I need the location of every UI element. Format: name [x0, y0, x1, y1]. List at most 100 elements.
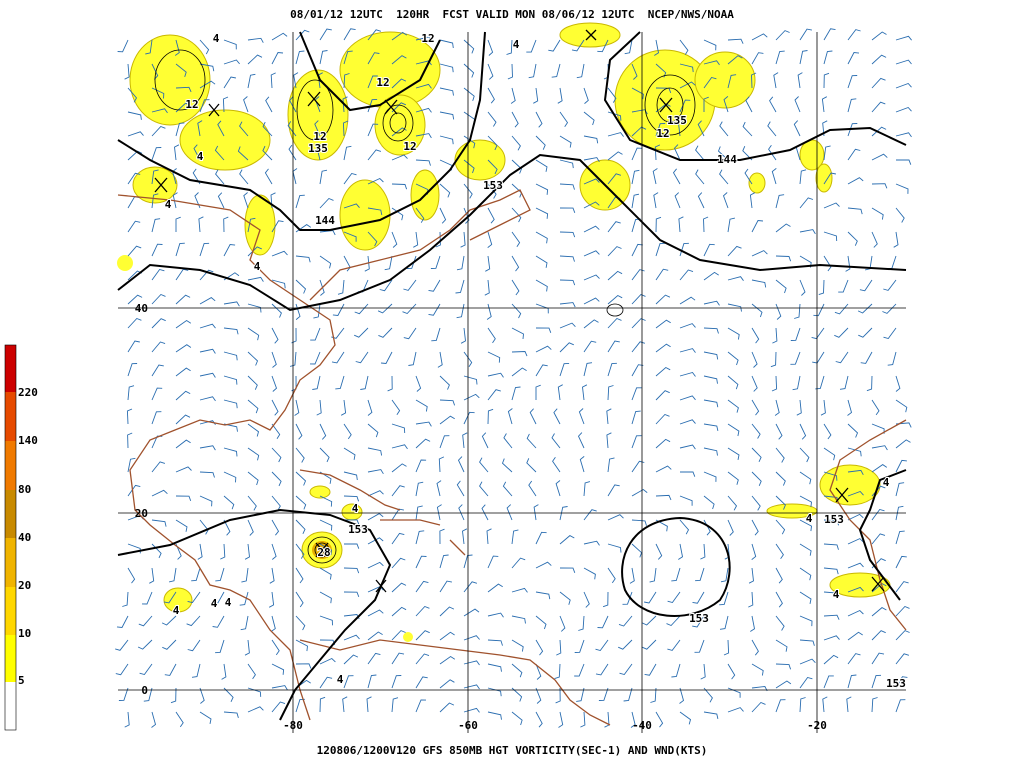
wind-barb — [871, 558, 886, 569]
colorbar-segment — [5, 682, 16, 730]
wind-barb — [775, 663, 792, 670]
wind-barb — [847, 207, 863, 215]
wind-barb — [141, 591, 153, 605]
wind-barb — [481, 504, 489, 521]
wind-barb — [533, 504, 539, 521]
wind-barb — [319, 197, 334, 209]
vorticity-contour — [389, 112, 407, 134]
wind-barb — [340, 399, 347, 416]
wind-barb — [239, 121, 249, 137]
wind-barb — [343, 203, 360, 209]
wind-barb — [578, 408, 585, 425]
wind-barb — [577, 432, 585, 449]
latitude-label: 20 — [135, 507, 148, 520]
vorticity-area — [339, 179, 391, 251]
wind-barb — [631, 269, 645, 281]
contour-label: 144 — [315, 214, 335, 227]
wind-barb — [847, 148, 861, 161]
wind-barb — [247, 303, 262, 313]
wind-barb — [559, 255, 575, 262]
wind-barb — [679, 99, 691, 113]
vorticity-area — [129, 34, 211, 126]
wind-barb — [439, 702, 455, 713]
wind-barb — [631, 410, 641, 425]
wind-barb — [871, 630, 886, 641]
wind-barb — [122, 591, 129, 607]
wind-barb — [319, 28, 332, 41]
wind-barb — [559, 615, 566, 632]
wind-barb — [217, 192, 225, 209]
wind-barb — [115, 639, 129, 651]
wind-barb — [343, 28, 356, 41]
wind-barb — [895, 699, 906, 713]
wind-barb — [343, 423, 352, 440]
wind-barb — [871, 101, 886, 113]
wind-barb — [772, 327, 778, 344]
wind-barb — [535, 207, 549, 219]
wind-barb — [751, 220, 764, 233]
contour-label: 4 — [352, 502, 359, 515]
vorticity-contour — [307, 536, 337, 564]
wind-barb — [124, 63, 130, 80]
wind-barb — [630, 711, 636, 728]
wind-barb — [796, 399, 802, 416]
wind-barb — [583, 157, 600, 163]
wind-barb — [170, 687, 177, 704]
wind-barb — [667, 639, 681, 651]
wind-barb — [378, 327, 393, 338]
wind-barb — [343, 447, 356, 460]
wind-barb — [415, 207, 425, 223]
wind-barb — [294, 399, 300, 416]
wind-barb — [247, 519, 254, 536]
wind-barb — [343, 172, 357, 185]
wind-barb — [127, 245, 142, 257]
wind-barb — [727, 276, 744, 281]
wind-barb — [343, 567, 360, 574]
center-marker — [871, 576, 885, 592]
wind-barb — [751, 327, 760, 344]
wind-barb — [799, 697, 806, 713]
wind-barb — [748, 591, 754, 608]
wind-barb — [127, 363, 138, 377]
contour-label: 4 — [211, 597, 218, 610]
wind-barb — [535, 711, 543, 728]
wind-barb — [116, 615, 129, 628]
wind-barb — [415, 421, 432, 427]
wind-barb — [309, 351, 321, 365]
colorbar — [4, 344, 17, 731]
wind-barb — [583, 274, 600, 281]
wind-barb — [487, 87, 495, 104]
wind-barb — [895, 82, 912, 89]
wind-barb — [367, 149, 382, 161]
colorbar-label: 80 — [18, 483, 31, 496]
wind-barb — [703, 711, 719, 719]
wind-barb — [487, 663, 502, 672]
wind-barb — [247, 246, 262, 257]
wind-barb — [895, 183, 909, 194]
wind-barb — [655, 543, 663, 560]
wind-barb — [169, 567, 177, 583]
wind-barb — [847, 29, 861, 41]
height-contour — [603, 31, 907, 161]
wind-barb — [847, 52, 860, 65]
wind-barb — [820, 399, 826, 416]
wind-barb — [775, 495, 786, 510]
wind-barb — [127, 87, 138, 103]
wind-barb — [703, 327, 719, 334]
wind-barb — [463, 183, 473, 199]
wind-barb — [367, 513, 384, 521]
wind-barb — [799, 639, 815, 646]
wind-barb — [367, 399, 373, 416]
vorticity-area — [829, 572, 891, 598]
wind-barb — [554, 663, 561, 680]
wind-barb — [463, 87, 475, 102]
wind-barb — [295, 639, 308, 652]
wind-barb — [895, 555, 907, 569]
wind-barb — [607, 457, 615, 473]
wind-barb — [487, 372, 504, 378]
wind-barb — [775, 194, 785, 209]
wind-barb — [244, 639, 250, 656]
wind-barb — [137, 639, 153, 650]
wind-barb — [823, 471, 838, 481]
wind-barb — [719, 121, 729, 137]
